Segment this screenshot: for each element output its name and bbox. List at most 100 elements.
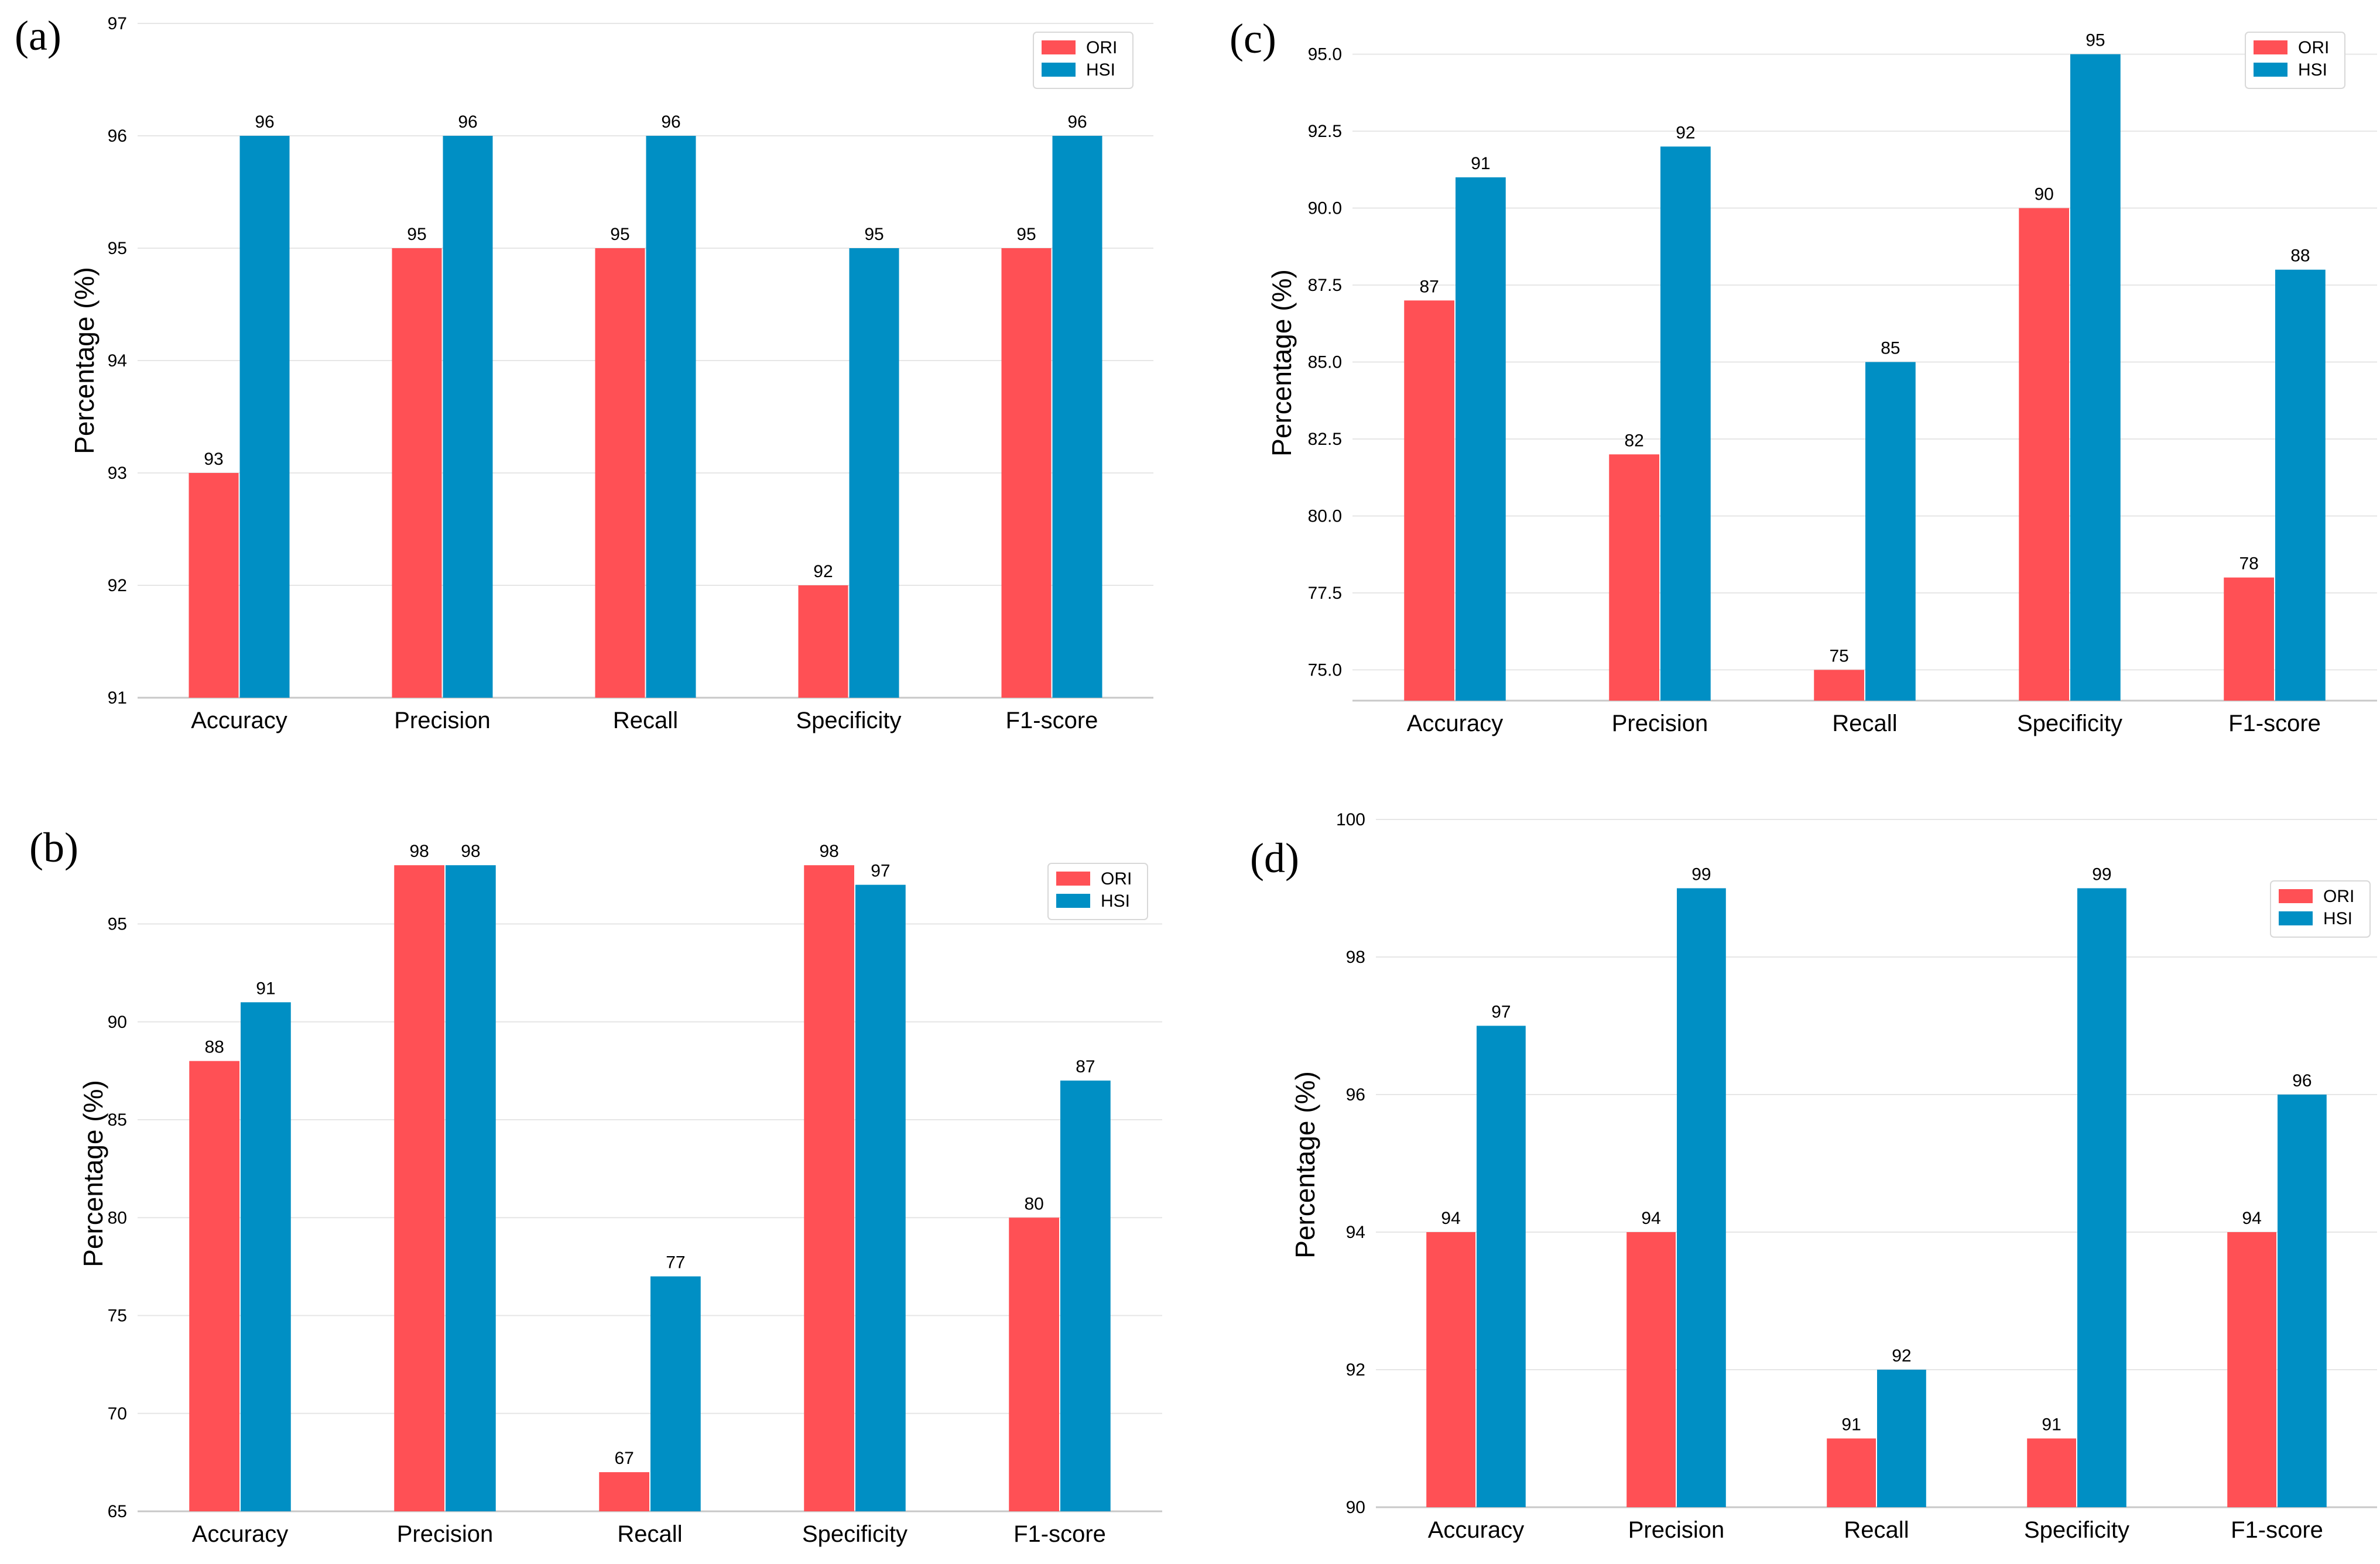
x-tick-label: Accuracy — [191, 708, 287, 733]
y-tick-label: 92.5 — [1308, 122, 1342, 141]
y-tick-label: 92 — [1346, 1360, 1365, 1380]
legend-swatch-hsi — [1056, 894, 1090, 908]
data-label: 91 — [1471, 154, 1490, 173]
y-tick-label: 91 — [108, 688, 127, 708]
x-tick-label: Recall — [617, 1521, 682, 1547]
x-tick-label: Precision — [394, 708, 491, 733]
legend-swatch-ori — [1042, 40, 1076, 54]
bar-ori-accuracy — [189, 473, 239, 698]
y-tick-label: 70 — [108, 1404, 127, 1424]
bar-hsi-accuracy — [241, 1002, 291, 1511]
data-label: 85 — [1881, 339, 1900, 358]
data-label: 97 — [1491, 1003, 1511, 1022]
y-tick-label: 65 — [108, 1502, 127, 1521]
legend-swatch-ori — [2279, 889, 2313, 903]
y-tick-label: 75.0 — [1308, 660, 1342, 680]
bar-ori-recall — [1814, 670, 1864, 701]
y-axis-label: Percentage (%) — [1290, 1071, 1320, 1258]
data-label: 82 — [1624, 431, 1643, 450]
y-tick-label: 90 — [108, 1013, 127, 1032]
bar-ori-f1-score — [2224, 577, 2274, 701]
bar-hsi-f1-score — [2275, 269, 2326, 701]
data-label: 91 — [2042, 1415, 2061, 1435]
bar-ori-f1-score — [1009, 1217, 1059, 1511]
data-label: 98 — [409, 842, 429, 861]
y-tick-label: 93 — [108, 464, 127, 483]
x-tick-label: Accuracy — [192, 1521, 289, 1547]
y-tick-label: 82.5 — [1308, 430, 1342, 449]
data-label: 95 — [1016, 225, 1036, 244]
y-tick-label: 94 — [1346, 1223, 1365, 1242]
x-tick-label: Recall — [1832, 711, 1897, 736]
data-label: 91 — [256, 979, 275, 998]
chart-panel-1: (b) 65 70 75 80 85 90 95 Percentage (%) 88 91 Accur… — [29, 824, 1162, 1547]
data-label: 96 — [661, 112, 680, 132]
y-tick-label: 96 — [108, 126, 127, 146]
x-tick-label: F1-score — [2228, 711, 2321, 736]
y-axis-label: Percentage (%) — [78, 1080, 108, 1267]
panel-label: (b) — [29, 824, 78, 871]
data-label: 78 — [2239, 554, 2258, 574]
bar-hsi-f1-score — [1060, 1081, 1111, 1511]
data-label: 96 — [458, 112, 477, 132]
legend: ORI HSI — [2270, 880, 2371, 938]
bar-hsi-precision — [443, 136, 493, 698]
chart-panel-0: (a) 91 92 93 94 95 96 97 Percentage (%) 93 96 Accur… — [15, 12, 1153, 733]
data-label: 97 — [871, 862, 890, 881]
bar-hsi-recall — [1865, 362, 1916, 701]
data-label: 87 — [1419, 277, 1439, 296]
data-label: 80 — [1024, 1194, 1043, 1213]
bar-hsi-accuracy — [239, 136, 290, 698]
bar-ori-f1-score — [2227, 1232, 2276, 1507]
x-tick-label: Precision — [1628, 1517, 1725, 1543]
y-tick-label: 92 — [108, 576, 127, 595]
data-label: 94 — [1441, 1209, 1460, 1228]
data-label: 93 — [204, 450, 223, 469]
data-label: 87 — [1076, 1057, 1095, 1076]
legend-swatch-hsi — [1042, 63, 1076, 77]
panel-label: (a) — [15, 12, 61, 59]
legend-label-ori: ORI — [2323, 887, 2354, 906]
y-tick-label: 98 — [1346, 948, 1365, 967]
legend-swatch-ori — [2254, 40, 2287, 54]
legend-swatch-hsi — [2279, 911, 2313, 925]
data-label: 98 — [819, 842, 838, 861]
y-tick-label: 85 — [108, 1110, 127, 1130]
y-tick-label: 100 — [1336, 810, 1365, 829]
data-label: 67 — [614, 1449, 633, 1468]
legend-label-hsi: HSI — [2323, 909, 2352, 928]
legend-label-ori: ORI — [1086, 38, 1117, 57]
data-label: 96 — [1067, 112, 1087, 132]
data-label: 94 — [2242, 1209, 2261, 1228]
y-axis-label: Percentage (%) — [69, 267, 100, 454]
data-label: 98 — [461, 842, 480, 861]
bar-hsi-recall — [650, 1276, 701, 1511]
legend-swatch-hsi — [2254, 63, 2287, 77]
bar-ori-specificity — [804, 865, 854, 1511]
data-label: 94 — [1641, 1209, 1660, 1228]
y-tick-label: 95 — [108, 239, 127, 258]
y-tick-label: 80 — [108, 1208, 127, 1227]
bar-hsi-f1-score — [2278, 1095, 2327, 1507]
x-tick-label: Precision — [1612, 711, 1708, 736]
bar-hsi-specificity — [849, 248, 899, 698]
bar-hsi-accuracy — [1456, 177, 1506, 701]
bar-hsi-recall — [1877, 1370, 1926, 1507]
data-label: 91 — [1841, 1415, 1861, 1435]
bar-ori-accuracy — [1404, 300, 1454, 701]
bar-ori-precision — [1609, 454, 1659, 701]
legend-label-ori: ORI — [1101, 869, 1132, 889]
bar-hsi-specificity — [2077, 888, 2126, 1507]
y-tick-label: 87.5 — [1308, 276, 1342, 295]
bar-ori-precision — [394, 865, 444, 1511]
bar-ori-recall — [1827, 1438, 1876, 1507]
data-label: 75 — [1829, 646, 1848, 666]
data-label: 88 — [2290, 246, 2310, 266]
legend-label-hsi: HSI — [1101, 891, 1130, 911]
x-tick-label: Specificity — [796, 708, 901, 733]
y-tick-label: 75 — [108, 1306, 127, 1326]
x-tick-label: Specificity — [2017, 711, 2122, 736]
